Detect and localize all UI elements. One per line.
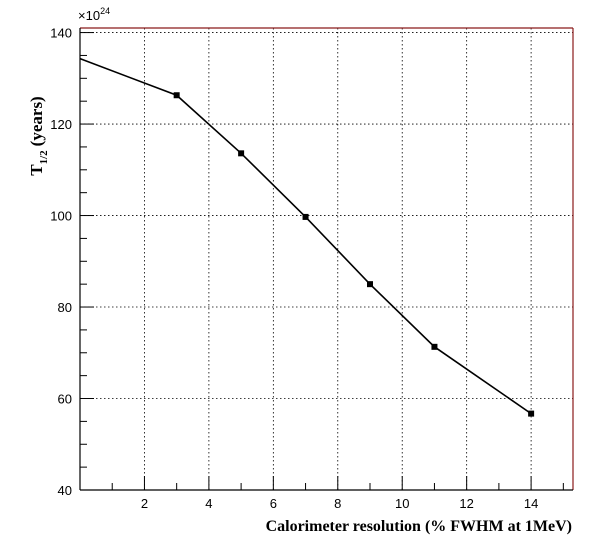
- y-axis-title: T1/2 (years): [27, 96, 50, 175]
- y-axis-title-main: T: [27, 164, 46, 176]
- x-tick-label: 6: [270, 496, 277, 511]
- y-tick-label: 80: [58, 300, 72, 315]
- y-tick-label: 40: [58, 483, 72, 498]
- x-tick-label: 10: [395, 496, 409, 511]
- grid: [80, 28, 573, 490]
- data-point: [528, 410, 535, 417]
- axis-ticks: [80, 32, 564, 491]
- data-point: [367, 281, 373, 288]
- x-tick-label: 2: [141, 496, 148, 511]
- y-multiplier: ×1024: [78, 6, 110, 23]
- x-axis-title: Calorimeter resolution (% FWHM at 1MeV): [266, 518, 572, 535]
- series-group: [79, 57, 535, 417]
- x-tick-label: 8: [334, 496, 341, 511]
- y-axis-title-sub: 1/2: [38, 150, 50, 165]
- x-tick-label: 4: [205, 496, 212, 511]
- series-line-0: [79, 57, 532, 415]
- x-tick-label: 12: [459, 496, 473, 511]
- y-tick-label: 120: [50, 117, 72, 132]
- y-multiplier-exp: 24: [100, 6, 110, 16]
- tick-labels: 2 4 6 8 10 12 14 40 60 80 100 120 140: [50, 26, 538, 511]
- y-tick-label: 100: [50, 209, 72, 224]
- y-tick-label: 140: [50, 26, 72, 41]
- data-point: [302, 213, 309, 220]
- y-multiplier-base: ×10: [78, 8, 100, 23]
- data-point: [431, 343, 438, 350]
- data-point: [173, 92, 180, 99]
- plot-frame: [79, 27, 574, 491]
- y-axis-title-unit: (years): [27, 96, 46, 146]
- data-point: [238, 150, 245, 157]
- y-tick-label: 60: [58, 392, 72, 407]
- x-tick-label: 14: [524, 496, 538, 511]
